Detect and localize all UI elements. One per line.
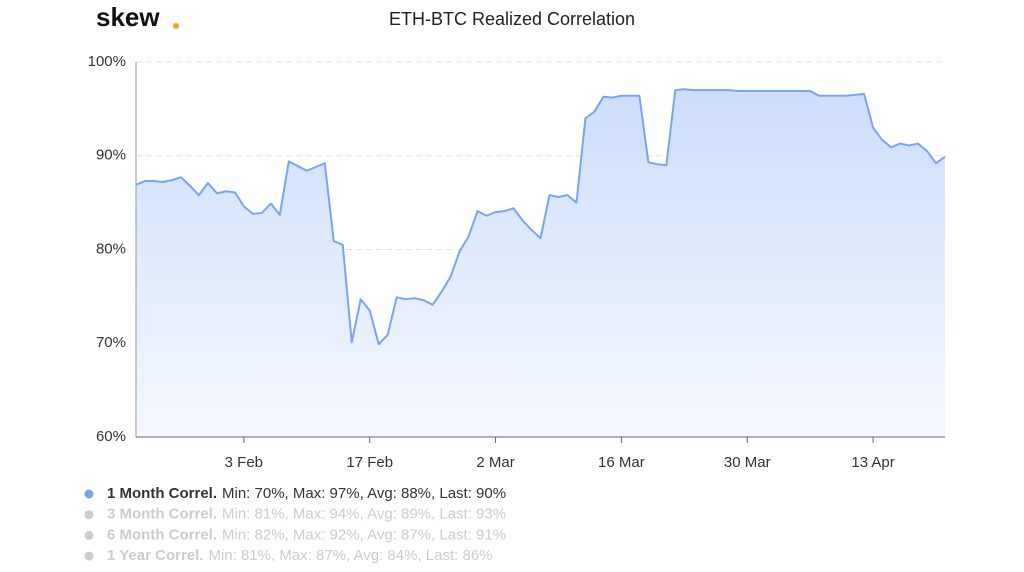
legend-stats: Min: 81%, Max: 94%, Avg: 89%, Last: 93% <box>222 506 506 523</box>
y-tick-label: 80% <box>96 240 126 257</box>
series-line <box>135 88 946 346</box>
axes: 60% 70% 80% 90% 100% 3 Feb 17 Feb 2 Mar 16 Mar 30… <box>88 53 945 471</box>
legend-name: 1 Month Correl. <box>107 485 217 502</box>
legend-entry[interactable]: 1 Year Correl. Min: 81%, Max: 87%, Avg: 8… <box>107 547 493 564</box>
legend-name: 3 Month Correl. <box>107 506 217 523</box>
legend-stats: Min: 70%, Max: 97%, Avg: 88%, Last: 90% <box>222 485 506 502</box>
logo: skew <box>96 2 160 32</box>
legend-marker <box>84 510 94 520</box>
x-tick-label: 13 Apr <box>851 454 894 471</box>
legend-entry[interactable]: 1 Month Correl. Min: 70%, Max: 97%, Avg: … <box>107 485 506 502</box>
plot <box>135 88 946 437</box>
legend-stats: Min: 82%, Max: 92%, Avg: 87%, Last: 91% <box>222 526 506 543</box>
legend-name: 1 Year Correl. <box>107 547 203 564</box>
legend-entry[interactable]: 6 Month Correl. Min: 82%, Max: 92%, Avg: … <box>107 526 506 543</box>
x-tick-label: 17 Feb <box>346 454 393 471</box>
x-tick-label: 16 Mar <box>598 454 645 471</box>
legend-stats: Min: 81%, Max: 87%, Avg: 84%, Last: 86% <box>208 547 492 564</box>
y-tick-label: 60% <box>96 428 126 445</box>
legend-entry[interactable]: 3 Month Correl. Min: 81%, Max: 94%, Avg: … <box>107 506 506 523</box>
legend: 1 Month Correl. Min: 70%, Max: 97%, Avg: … <box>84 485 506 564</box>
chart-title: ETH-BTC Realized Correlation <box>389 9 635 29</box>
legend-name: 6 Month Correl. <box>107 526 217 543</box>
x-tick-label: 2 Mar <box>476 454 514 471</box>
series-area <box>136 89 945 437</box>
y-tick-label: 90% <box>96 147 126 164</box>
legend-marker <box>84 530 94 540</box>
x-tick-label: 3 Feb <box>225 454 263 471</box>
y-tick-label: 100% <box>88 53 126 70</box>
x-tick-label: 30 Mar <box>724 454 771 471</box>
y-tick-label: 70% <box>96 334 126 351</box>
legend-marker <box>84 489 94 499</box>
logo-dot <box>173 23 179 29</box>
legend-marker <box>84 551 94 561</box>
